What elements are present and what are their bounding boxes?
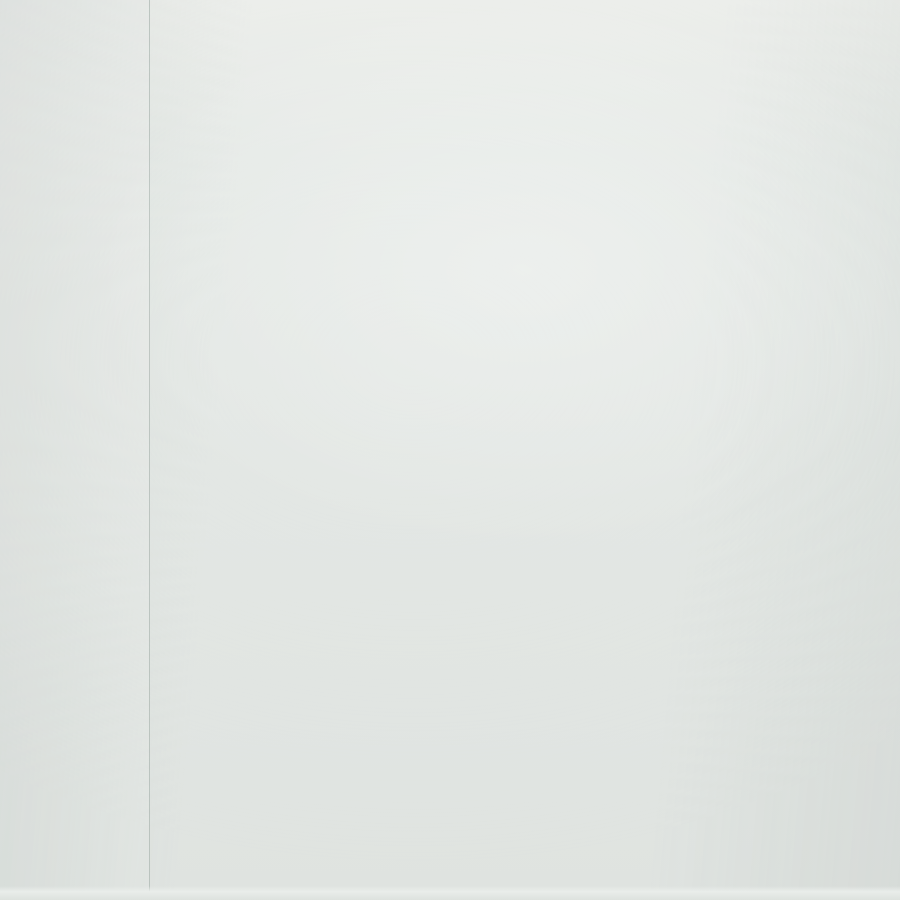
bottom-page-edge [0, 886, 900, 900]
month-label-gutter [0, 0, 150, 900]
